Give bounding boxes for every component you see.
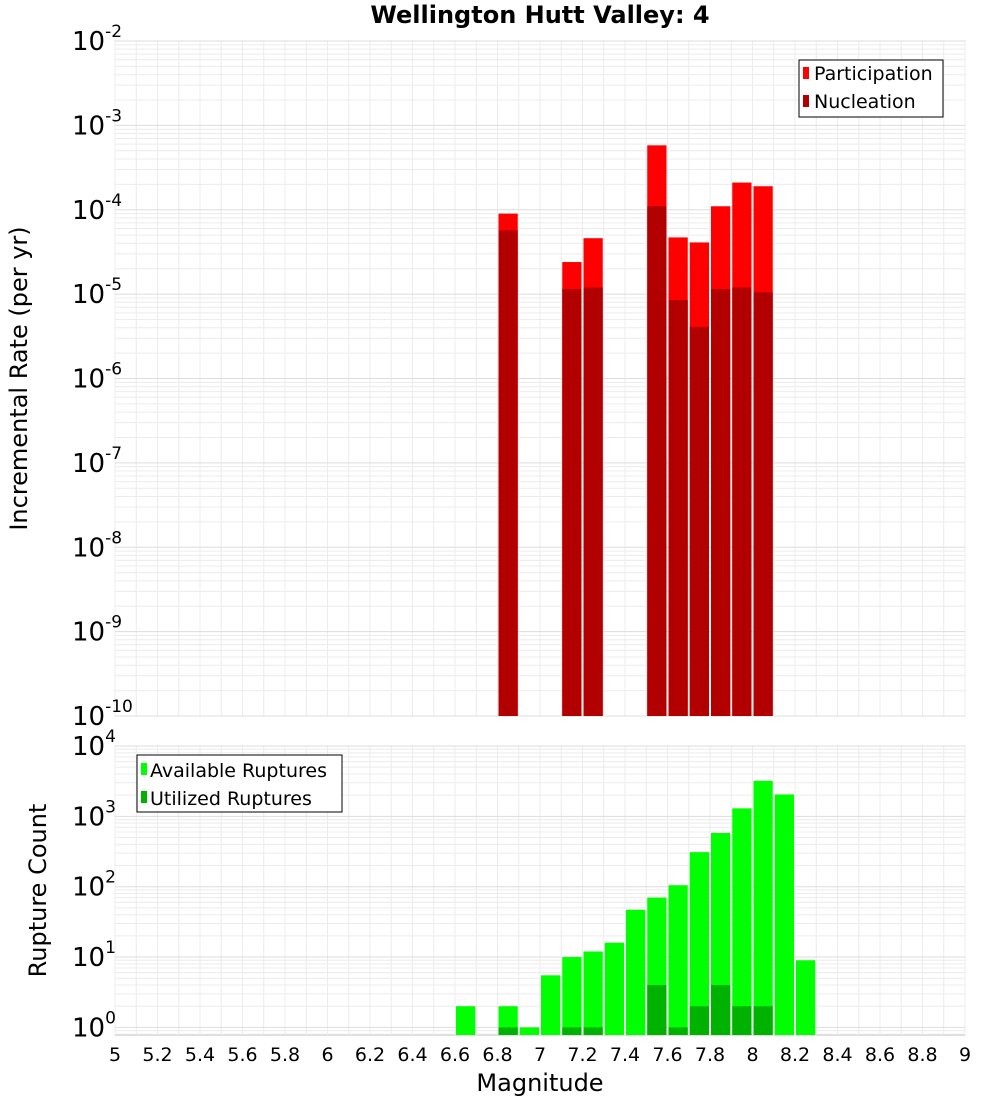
count-panel: 100 101 102 103 104 5 5.2 5.4 5.6 5.8 6 6.2 6.4 6.6 6… xyxy=(24,727,971,1097)
x-tick-label: 6 xyxy=(321,1044,333,1066)
rate-legend-box xyxy=(798,59,944,118)
count-grid xyxy=(114,745,966,1035)
x-tick-label: 7 xyxy=(534,1044,546,1066)
bar-utilized-ruptures xyxy=(498,1027,518,1035)
count-legend-box xyxy=(136,754,343,813)
bar-nucleation xyxy=(583,287,603,716)
rate-panel: 10-10 10-9 10-8 10-7 10-6 10-5 10-4 10-3 10-2 In… xyxy=(5,22,966,732)
bar-utilized-ruptures xyxy=(753,1006,773,1035)
bar-utilized-ruptures xyxy=(583,1027,603,1035)
x-tick-label: 6.2 xyxy=(355,1044,385,1066)
rate-y-axis-label: Incremental Rate (per yr) xyxy=(5,226,33,530)
bar-available-ruptures xyxy=(796,960,816,1035)
bar-utilized-ruptures xyxy=(647,985,667,1035)
rate-y-tick-label: 10-7 xyxy=(72,444,122,479)
x-tick-label: 6.4 xyxy=(397,1044,427,1066)
bar-available-ruptures xyxy=(689,852,709,1035)
rate-y-tick-label: 10-9 xyxy=(72,613,122,648)
x-tick-label: 8.2 xyxy=(780,1044,810,1066)
legend-swatch-available xyxy=(141,763,147,775)
bar-available-ruptures xyxy=(541,975,561,1035)
rate-legend: Participation Nucleation xyxy=(798,59,944,118)
legend-label-participation: Participation xyxy=(814,63,933,85)
rate-y-tick-label: 10-4 xyxy=(72,191,122,226)
x-tick-label: 5.4 xyxy=(185,1044,215,1066)
chart-title: Wellington Hutt Valley: 4 xyxy=(370,1,709,29)
x-tick-label: 8.4 xyxy=(822,1044,852,1066)
bar-utilized-ruptures xyxy=(562,1027,582,1035)
x-axis-label: Magnitude xyxy=(476,1069,603,1097)
bar-utilized-ruptures xyxy=(732,1006,752,1035)
x-ticks: 5 5.2 5.4 5.6 5.8 6 6.2 6.4 6.6 6.8 7 7.2 7.4 7.6 7.8 8… xyxy=(109,1044,971,1066)
rate-y-tick-label: 10-6 xyxy=(72,360,122,395)
x-tick-label: 7.2 xyxy=(567,1044,597,1066)
x-tick-label: 8.6 xyxy=(865,1044,895,1066)
x-tick-label: 5 xyxy=(109,1044,121,1066)
rate-y-tick-label: 10-5 xyxy=(72,275,122,310)
legend-swatch-utilized xyxy=(141,791,147,803)
rate-y-tick-label: 10-3 xyxy=(72,106,122,141)
bar-utilized-ruptures xyxy=(689,1006,709,1035)
bar-available-ruptures xyxy=(753,780,773,1035)
rate-bars xyxy=(498,145,773,717)
count-y-tick-label: 100 xyxy=(72,1008,116,1043)
bar-nucleation xyxy=(647,206,667,716)
count-y-tick-label: 104 xyxy=(72,727,116,762)
x-tick-label: 5.6 xyxy=(227,1044,257,1066)
bar-nucleation xyxy=(562,289,582,716)
bar-available-ruptures xyxy=(583,951,603,1035)
count-bars xyxy=(456,780,816,1035)
bar-available-ruptures xyxy=(732,808,752,1035)
x-tick-label: 7.6 xyxy=(652,1044,682,1066)
bar-nucleation xyxy=(498,230,518,716)
legend-label-nucleation: Nucleation xyxy=(814,91,916,113)
x-tick-label: 6.6 xyxy=(440,1044,470,1066)
bar-available-ruptures xyxy=(604,942,624,1035)
rate-y-tick-label: 10-8 xyxy=(72,528,122,563)
legend-swatch-nucleation xyxy=(803,95,809,107)
bar-available-ruptures xyxy=(711,832,731,1035)
bar-nucleation xyxy=(689,326,709,716)
bar-available-ruptures xyxy=(562,957,582,1035)
legend-swatch-participation xyxy=(803,67,809,79)
legend-label-available: Available Ruptures xyxy=(150,760,327,782)
x-tick-label: 5.8 xyxy=(270,1044,300,1066)
count-legend: Available Ruptures Utilized Ruptures xyxy=(136,754,343,813)
rate-grid xyxy=(114,40,966,717)
x-tick-label: 8 xyxy=(746,1044,758,1066)
bar-available-ruptures xyxy=(456,1006,476,1035)
bar-available-ruptures xyxy=(626,909,646,1035)
bar-nucleation xyxy=(711,289,731,716)
legend-label-utilized: Utilized Ruptures xyxy=(150,788,312,810)
bar-nucleation xyxy=(753,292,773,716)
x-tick-label: 7.8 xyxy=(695,1044,725,1066)
rate-y-ticks: 10-10 10-9 10-8 10-7 10-6 10-5 10-4 10-3 10-2 xyxy=(72,22,133,732)
x-tick-label: 9 xyxy=(959,1044,971,1066)
x-tick-label: 8.8 xyxy=(907,1044,937,1066)
rate-y-tick-label: 10-10 xyxy=(72,697,133,732)
x-tick-label: 7.4 xyxy=(610,1044,640,1066)
count-y-axis-label: Rupture Count xyxy=(24,804,52,978)
bar-available-ruptures xyxy=(519,1027,539,1035)
bar-available-ruptures xyxy=(668,885,688,1035)
x-tick-label: 5.2 xyxy=(142,1044,172,1066)
x-tick-label: 6.8 xyxy=(482,1044,512,1066)
count-y-tick-label: 101 xyxy=(72,938,116,973)
rate-y-tick-label: 10-2 xyxy=(72,22,122,57)
bar-utilized-ruptures xyxy=(668,1027,688,1035)
count-y-ticks: 100 101 102 103 104 xyxy=(72,727,116,1043)
bar-nucleation xyxy=(668,300,688,716)
count-y-tick-label: 102 xyxy=(72,868,116,903)
bar-available-ruptures xyxy=(774,794,794,1035)
count-y-tick-label: 103 xyxy=(72,797,116,832)
bar-nucleation xyxy=(732,287,752,716)
bar-utilized-ruptures xyxy=(711,985,731,1035)
